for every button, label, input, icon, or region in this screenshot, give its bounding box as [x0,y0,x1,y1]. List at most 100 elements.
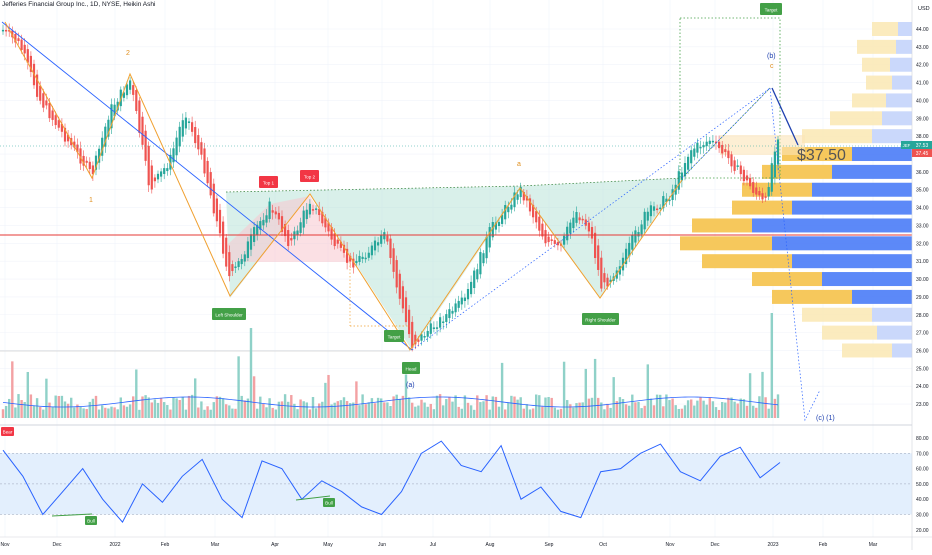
volume-bar [469,405,473,418]
candle-body [649,205,652,217]
wave-dotted-1 [411,87,771,351]
volume-bar [376,397,380,418]
top1-badge[interactable]: Top 1 [259,176,278,188]
volume-bar [752,405,755,418]
profile-buy-bar [772,236,912,251]
volume-bar [621,399,625,418]
volume-bar [63,401,67,418]
volume-bar [581,402,584,418]
price-axis[interactable]: USD 44.00 43.00 42.00 41.00 40.00 39.00 38.00 3… [901,0,932,550]
volume-bar [386,402,389,418]
volume-bar [113,407,116,418]
candle-body [138,100,141,133]
candles [1,23,780,352]
volume-bar [448,396,451,418]
volume-bar [764,397,767,418]
price-tick-label: 23.00 [916,402,929,408]
candle-body [370,245,373,256]
candle-body [417,339,420,342]
volume-bar [150,402,153,418]
candle-body [88,161,91,170]
volume-bar [597,397,600,418]
profile-buy-bar [752,218,912,233]
candle-body [699,146,702,149]
svg-text:JEF: JEF [903,143,911,148]
candle-body [315,208,318,210]
price-tick-label: 34.00 [916,206,929,212]
candle-body [600,257,603,289]
target-top-label: Target [765,8,778,13]
target-low-label: Target [388,335,401,340]
candle-body [113,104,116,117]
profile-sell-bar [830,111,882,126]
time-axis[interactable]: Nov Dec 2022 Feb Mar Apr May Jun Jul Aug Sep Oct Nov… [0,536,932,548]
volume-bar [485,395,488,418]
candle-body [150,165,153,190]
right-shoulder-label: Right Shoulder [585,318,616,323]
rsi-pane[interactable]: Bear Bull Bull [0,427,912,525]
volume-bar [240,395,243,418]
candle-body [163,168,166,174]
profile-buy-bar [872,307,912,322]
volume-bar [318,403,321,418]
profile-sell-bar [680,236,772,251]
price-tick-label: 42.00 [916,63,929,69]
candle-body [711,140,714,143]
candle-body [160,171,163,177]
candle-body [280,216,284,232]
volume-bar [39,406,42,418]
left-shoulder-badge[interactable]: Left Shoulder [212,308,246,320]
head-badge[interactable]: Head [402,362,420,374]
candle-body [23,44,26,54]
volume-bar [522,408,525,418]
candle-body [460,297,463,305]
candle-body [659,207,662,210]
volume-bar [423,402,426,418]
bear-badge[interactable]: Bear [1,427,14,436]
candle-body [683,163,687,177]
rsi-tick-label: 70.00 [916,451,929,457]
target-low-badge[interactable]: Target [384,330,404,342]
rsi-tick-label: 60.00 [916,467,929,473]
volume-bar [349,403,352,418]
neckline [225,87,771,193]
price-tick-label: 28.00 [916,313,929,319]
candle-body [739,165,742,175]
top2-badge[interactable]: Top 2 [300,170,319,182]
bull-badge-2[interactable]: Bull [323,498,335,507]
candle-body [318,208,321,216]
candle-body [212,183,215,214]
right-shoulder-badge[interactable]: Right Shoulder [582,313,619,325]
candle-body [426,330,429,337]
volume-bar [767,408,770,418]
target-top-badge[interactable]: Target [760,3,782,15]
candle-body [690,150,693,164]
candle-body [122,92,125,98]
candle-body [578,217,581,221]
price-tick-label: 25.00 [916,366,929,372]
candle-body [256,224,259,235]
candle-body [408,309,411,335]
candle-body [284,224,287,237]
candle-body [491,222,494,238]
candle-body [680,172,683,181]
bull-badge-1[interactable]: Bull [85,516,97,525]
candle-body [125,84,129,96]
volume-bar [66,403,70,418]
volume-bar [538,395,541,418]
candle-body [271,210,274,213]
candle-body [51,110,54,120]
volume-bar [566,400,569,418]
candle-body [169,154,172,170]
price-tick-label: 40.00 [916,98,929,104]
candle-body [339,241,342,248]
candle-body [147,145,150,186]
volume-bar [603,409,606,418]
candle-body [594,232,597,259]
volume-bar [361,394,364,418]
candle-body [671,189,674,200]
candle-body [101,137,104,156]
volume-bar [197,407,200,418]
volume-bar [411,402,414,418]
